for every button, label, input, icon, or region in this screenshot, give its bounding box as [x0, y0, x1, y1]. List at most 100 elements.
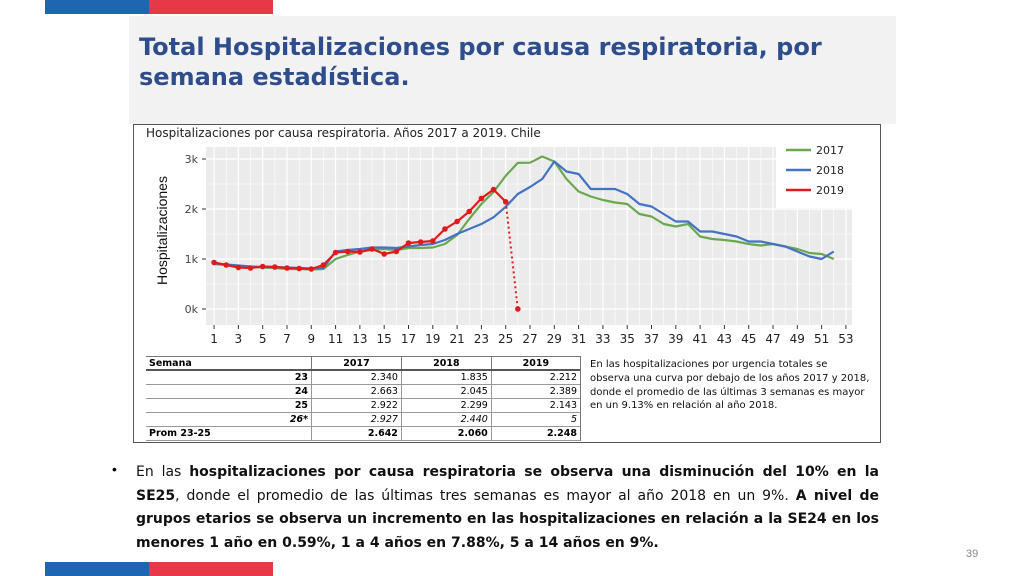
- data-point-2019: [259, 263, 266, 270]
- page-number: 39: [966, 548, 979, 560]
- data-point-2019: [369, 246, 375, 252]
- data-table: Semana 2017 2018 2019 23 2.340 1.835 2.2…: [146, 357, 580, 441]
- table-header-cell: 2017: [311, 357, 402, 371]
- y-axis-label: Hospitalizaciones: [154, 176, 170, 285]
- table-header-cell: Semana: [146, 357, 313, 371]
- x-tick-label: 3: [235, 332, 243, 346]
- y-tick-label: 0k: [185, 303, 199, 316]
- table-cell: 2.340: [311, 370, 402, 385]
- top-blue-stripe: [45, 0, 149, 14]
- x-tick-label: 25: [498, 332, 513, 346]
- top-red-stripe: [149, 0, 273, 14]
- chart-title: Hospitalizaciones por causa respiratoria…: [146, 126, 541, 140]
- table-row: 24 2.663 2.045 2.389: [146, 384, 580, 399]
- x-tick-label: 27: [522, 332, 537, 346]
- data-point-2019: [515, 306, 521, 312]
- data-point-2019: [308, 266, 315, 272]
- table-cell: 2.212: [491, 370, 580, 385]
- table-header-cell: 2019: [491, 357, 580, 371]
- x-tick-label: 39: [668, 332, 683, 346]
- table-cell: 2.045: [401, 384, 492, 399]
- data-point-2019: [272, 264, 278, 270]
- table-cell: Prom 23-25: [146, 426, 313, 441]
- legend-label-2018: 2018: [816, 164, 844, 177]
- table-row: 26* 2.927 2.440 5: [146, 412, 580, 427]
- x-tick-label: 11: [328, 332, 343, 346]
- x-tick-label: 41: [692, 332, 707, 346]
- bottom-red-stripe: [149, 562, 273, 576]
- table-cell: 2.248: [491, 426, 580, 441]
- data-point-2019: [320, 262, 327, 268]
- table-cell: 2.389: [491, 384, 580, 399]
- y-tick-label: 3k: [185, 153, 199, 166]
- series-line-2018: [214, 160, 835, 270]
- paragraph-text: , donde el promedio de las últimas tres …: [175, 487, 796, 504]
- data-point-2019: [223, 262, 230, 268]
- x-tick-label: 47: [765, 332, 780, 346]
- table-header-row: Semana 2017 2018 2019: [146, 357, 580, 371]
- y-tick-label: 2k: [185, 203, 199, 216]
- bullet-paragraph: En las hospitalizaciones por causa respi…: [136, 461, 879, 555]
- table-cell: 2.922: [311, 398, 402, 413]
- paragraph-bold-text: hospitalizaciones por causa respiratoria…: [136, 464, 879, 504]
- table-cell: 26*: [146, 412, 313, 427]
- x-tick-label: 31: [571, 332, 586, 346]
- table-cell: 2.642: [311, 426, 402, 441]
- data-point-2019: [247, 265, 254, 271]
- x-tick-label: 51: [814, 332, 829, 346]
- x-tick-label: 45: [741, 332, 756, 346]
- x-tick-label: 29: [547, 332, 562, 346]
- paragraph-bold-text: A nivel de grupos etarios se observa un …: [136, 487, 879, 551]
- table-cell: 2.927: [311, 412, 402, 427]
- data-point-2019: [381, 251, 387, 257]
- data-point-2019: [442, 226, 448, 232]
- x-tick-label: 5: [259, 332, 267, 346]
- chart-figure: Hospitalizaciones por causa respiratoria…: [133, 124, 881, 443]
- x-tick-label: 35: [620, 332, 635, 346]
- grid: [206, 147, 852, 325]
- paragraph-text: En las: [136, 464, 190, 480]
- table-cell: 24: [146, 384, 313, 399]
- title-box: Total Hospitalizaciones por causa respir…: [129, 16, 896, 124]
- data-point-2019: [466, 208, 473, 215]
- table-row: 23 2.340 1.835 2.212: [146, 370, 580, 385]
- data-point-2019: [284, 265, 290, 271]
- x-tick-label: 17: [401, 332, 416, 346]
- series: [211, 155, 835, 312]
- table-cell: 2.060: [401, 426, 492, 441]
- x-tick-label: 15: [377, 332, 392, 346]
- table-cell: 2.299: [401, 398, 492, 413]
- x-tick-label: 7: [283, 332, 291, 346]
- data-point-2019: [393, 248, 400, 255]
- table-header-cell: 2018: [401, 357, 492, 371]
- y-tick-label: 1k: [185, 253, 199, 266]
- x-tick-label: 1: [210, 332, 218, 346]
- plot-panel: [206, 147, 852, 325]
- x-tick-label: 33: [595, 332, 610, 346]
- table-row: Prom 23-25 2.642 2.060 2.248: [146, 426, 580, 441]
- data-point-2019: [332, 249, 339, 256]
- x-tick-label: 19: [425, 332, 440, 346]
- legend-label-2017: 2017: [816, 144, 844, 157]
- data-point-2019: [502, 199, 509, 205]
- table-cell: 2.143: [491, 398, 580, 413]
- x-tick-label: 13: [352, 332, 367, 346]
- data-point-2019: [235, 264, 242, 271]
- data-point-2019: [211, 259, 217, 266]
- x-tick-label: 53: [838, 332, 853, 346]
- data-point-2019: [357, 249, 363, 255]
- bottom-blue-stripe: [45, 562, 149, 576]
- x-tick-label: 49: [790, 332, 805, 346]
- x-tick-label: 43: [717, 332, 732, 346]
- data-point-2019: [296, 265, 302, 272]
- table-cell: 23: [146, 370, 313, 385]
- data-table-area: Semana 2017 2018 2019 23 2.340 1.835 2.2…: [146, 356, 581, 441]
- chart-note: En las hospitalizaciones por urgencia to…: [590, 359, 870, 412]
- table-cell: 2.440: [401, 412, 492, 427]
- legend: 2017 2018 2019: [776, 138, 858, 208]
- line-chart: Hospitalizaciones por causa respiratoria…: [146, 126, 858, 346]
- data-point-2019: [417, 239, 424, 245]
- legend-label-2019: 2019: [816, 184, 844, 197]
- table-cell: 5: [491, 412, 580, 427]
